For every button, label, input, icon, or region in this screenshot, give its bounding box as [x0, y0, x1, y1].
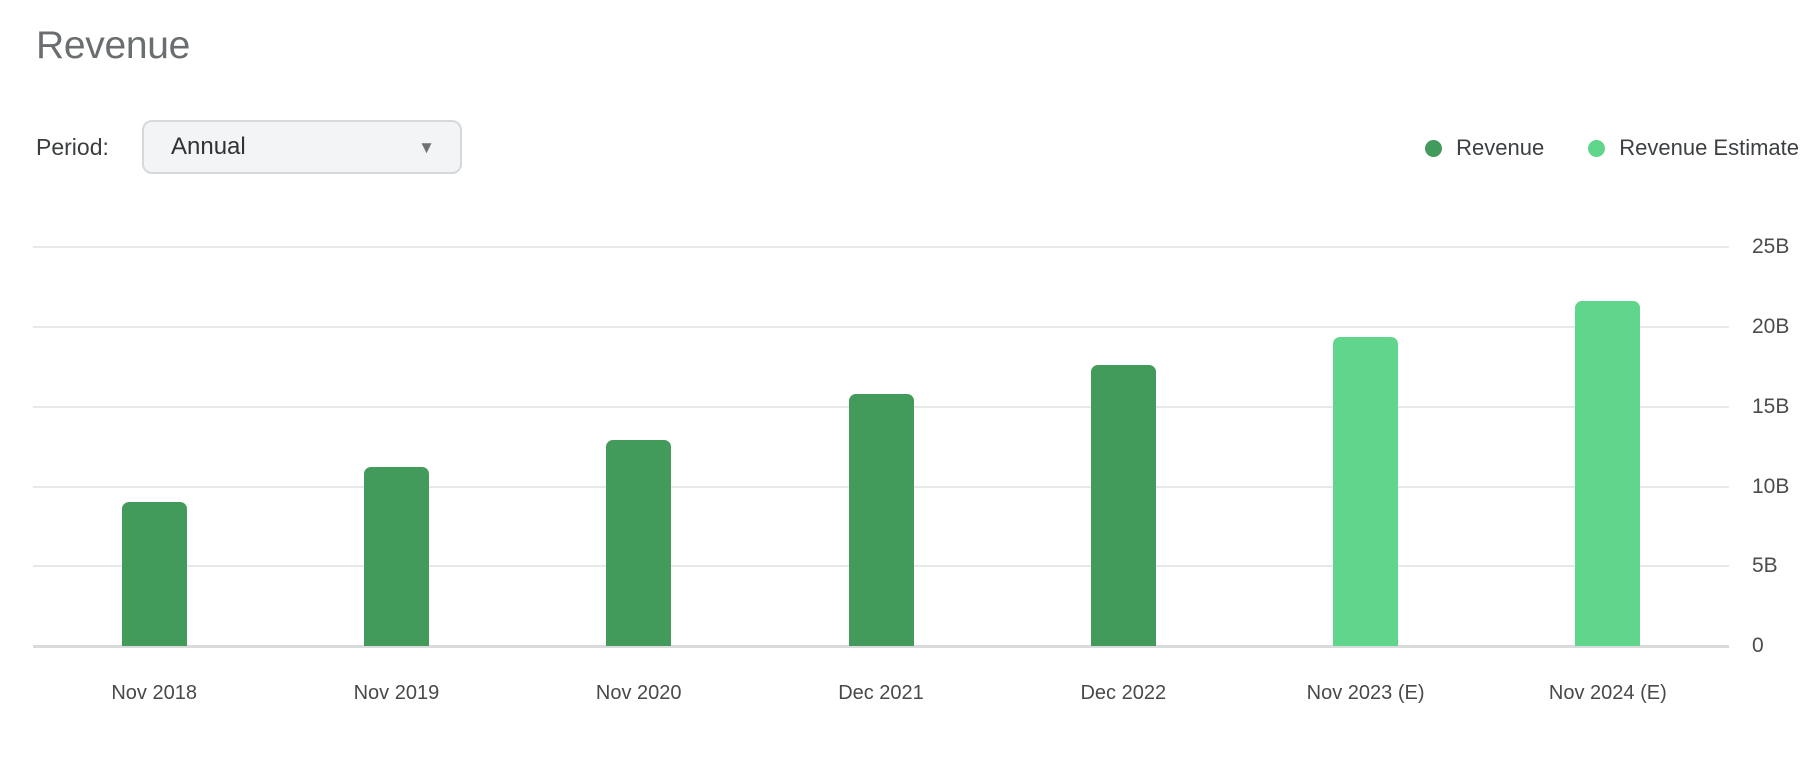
legend-dot-revenue-icon: [1425, 139, 1443, 157]
xtick-label-nov-2019: Nov 2019: [353, 682, 440, 704]
legend-label-revenue: Revenue: [1456, 135, 1545, 160]
ytick-label-10B: 10B: [1752, 474, 1790, 498]
gridline-25B: [33, 246, 1729, 249]
xtick-label-dec-2022: Dec 2022: [1080, 682, 1167, 704]
bar-dec-2021[interactable]: [848, 393, 914, 646]
bar-nov-2019[interactable]: [363, 467, 429, 646]
legend-label-revenue-estimate: Revenue Estimate: [1619, 135, 1799, 160]
xtick-label-nov-2023-e: Nov 2023 (E): [1306, 682, 1425, 704]
legend-dot-revenue-estimate-icon: [1588, 139, 1606, 157]
page-title: Revenue: [36, 24, 191, 67]
bar-nov-2018[interactable]: [121, 502, 187, 646]
chevron-down-icon: ▼: [418, 137, 435, 157]
xtick-label-dec-2021: Dec 2021: [838, 682, 924, 704]
xtick-label-nov-2018: Nov 2018: [111, 682, 197, 704]
bar-nov-2024-e[interactable]: [1575, 301, 1641, 646]
ytick-label-0: 0: [1752, 634, 1764, 657]
bar-nov-2023-e[interactable]: [1333, 336, 1399, 646]
ytick-label-15B: 15B: [1752, 394, 1790, 418]
xtick-label-nov-2020: Nov 2020: [595, 682, 682, 704]
period-dropdown-value: Annual: [171, 133, 246, 160]
chart-legend: Revenue Revenue Estimate: [1425, 135, 1799, 161]
gridline-20B: [33, 326, 1729, 328]
period-dropdown[interactable]: Annual ▼: [142, 120, 462, 174]
period-label: Period:: [36, 134, 109, 160]
legend-item-revenue[interactable]: Revenue: [1425, 135, 1544, 161]
bar-dec-2022[interactable]: [1090, 365, 1156, 646]
ytick-label-5B: 5B: [1752, 554, 1778, 578]
ytick-label-25B: 25B: [1752, 235, 1790, 259]
ytick-label-20B: 20B: [1752, 315, 1790, 338]
x-axis-baseline: [33, 645, 1729, 648]
legend-item-revenue-estimate[interactable]: Revenue Estimate: [1588, 135, 1799, 161]
bar-nov-2020[interactable]: [606, 440, 672, 646]
xtick-label-nov-2024-e: Nov 2024 (E): [1548, 682, 1667, 704]
